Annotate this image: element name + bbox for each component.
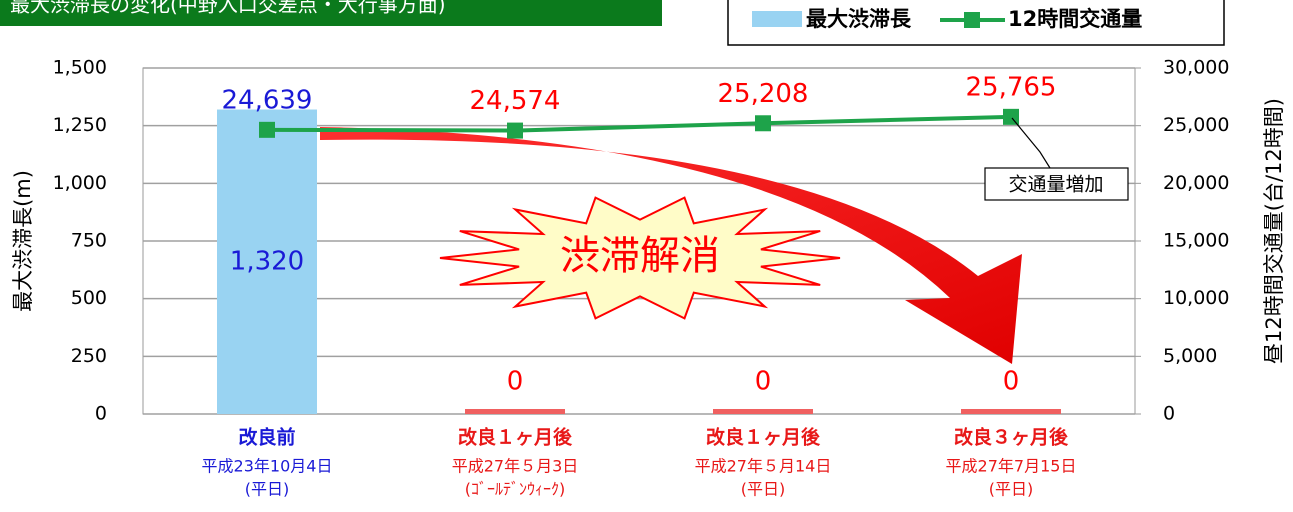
- line-value-label: 25,765: [966, 72, 1057, 102]
- y-tick-label: 1,250: [53, 114, 107, 136]
- x-tick-label: 改良１ヶ月後: [458, 426, 573, 449]
- bar-value-label: 0: [1003, 367, 1020, 397]
- bar-value-label: 0: [507, 367, 524, 397]
- x-tick-sublabel: 平成27年５月14日: [695, 457, 832, 476]
- y2-tick-label: 30,000: [1163, 57, 1229, 79]
- x-tick-label: 改良３ヶ月後: [954, 426, 1069, 449]
- annotation: 交通量増加: [1008, 174, 1103, 196]
- x-tick-sublabel: (ｺﾞｰﾙﾃﾞﾝｳｨｰｸ): [465, 480, 566, 499]
- y2-tick-label: 10,000: [1163, 287, 1229, 309]
- bar: [465, 409, 565, 414]
- y-tick-label: 250: [71, 345, 107, 367]
- line-value-label: 25,208: [718, 79, 809, 109]
- y2-axis-label: 昼12時間交通量(台/12時間): [1262, 98, 1286, 364]
- x-tick-sublabel: 平成27年7月15日: [946, 457, 1077, 476]
- y2-tick-label: 15,000: [1163, 230, 1229, 252]
- y2-tick-label: 25,000: [1163, 114, 1229, 136]
- y2-tick-label: 0: [1163, 403, 1175, 425]
- x-tick-label: 改良１ヶ月後: [706, 426, 821, 449]
- x-tick-sublabel: (平日): [245, 480, 290, 499]
- y-tick-label: 1,000: [53, 172, 107, 194]
- legend-swatch: [752, 11, 802, 27]
- legend-label: 最大渋滞長: [806, 7, 912, 31]
- legend-swatch: [964, 12, 980, 28]
- y2-tick-label: 5,000: [1163, 345, 1217, 367]
- x-tick-sublabel: 平成23年10月4日: [202, 457, 333, 476]
- line: [267, 117, 1011, 131]
- line-value-label: 24,639: [222, 85, 313, 115]
- y-tick-label: 0: [95, 403, 107, 425]
- line-value-label: 24,574: [470, 86, 561, 116]
- line-marker: [755, 115, 771, 131]
- line-marker: [1003, 109, 1019, 125]
- bar: [961, 409, 1061, 414]
- x-tick-label: 改良前: [238, 426, 295, 449]
- x-tick-sublabel: 平成27年５月3日: [452, 457, 579, 476]
- bar-value-label: 0: [755, 367, 772, 397]
- line-marker: [259, 122, 275, 138]
- line-marker: [507, 123, 523, 139]
- y2-tick-label: 20,000: [1163, 172, 1229, 194]
- bar-value-label: 1,320: [230, 246, 304, 276]
- chart: 最大渋滞長の変化(中野入口交差点・大行事方面) 0 250 500 750 1,000 1…: [0, 0, 1293, 508]
- x-tick-sublabel: (平日): [989, 480, 1034, 499]
- y-tick-label: 1,500: [53, 57, 107, 79]
- annotation: 渋滞解消: [560, 233, 720, 279]
- chart-title: 最大渋滞長の変化(中野入口交差点・大行事方面): [10, 0, 446, 17]
- y-tick-label: 500: [71, 287, 107, 309]
- y-axis-label: 最大渋滞長(m): [11, 170, 35, 312]
- legend-label: 12時間交通量: [1008, 7, 1142, 31]
- y-tick-label: 750: [71, 230, 107, 252]
- bar: [713, 409, 813, 414]
- x-tick-sublabel: (平日): [741, 480, 786, 499]
